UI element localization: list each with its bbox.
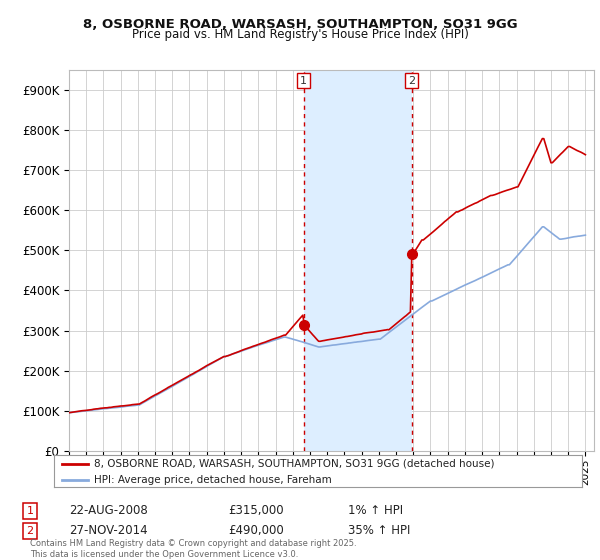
Text: Price paid vs. HM Land Registry's House Price Index (HPI): Price paid vs. HM Land Registry's House … bbox=[131, 28, 469, 41]
Text: Contains HM Land Registry data © Crown copyright and database right 2025.
This d: Contains HM Land Registry data © Crown c… bbox=[30, 539, 356, 559]
Text: 1% ↑ HPI: 1% ↑ HPI bbox=[348, 504, 403, 517]
Text: 2: 2 bbox=[26, 526, 34, 536]
Text: 35% ↑ HPI: 35% ↑ HPI bbox=[348, 524, 410, 538]
Text: 2: 2 bbox=[408, 76, 415, 86]
Text: 1: 1 bbox=[26, 506, 34, 516]
Text: 1: 1 bbox=[300, 76, 307, 86]
Text: 27-NOV-2014: 27-NOV-2014 bbox=[69, 524, 148, 538]
Text: 8, OSBORNE ROAD, WARSASH, SOUTHAMPTON, SO31 9GG (detached house): 8, OSBORNE ROAD, WARSASH, SOUTHAMPTON, S… bbox=[94, 459, 494, 469]
Text: £490,000: £490,000 bbox=[228, 524, 284, 538]
Bar bbox=[304, 70, 412, 451]
Text: £315,000: £315,000 bbox=[228, 504, 284, 517]
Text: 22-AUG-2008: 22-AUG-2008 bbox=[69, 504, 148, 517]
Text: 8, OSBORNE ROAD, WARSASH, SOUTHAMPTON, SO31 9GG: 8, OSBORNE ROAD, WARSASH, SOUTHAMPTON, S… bbox=[83, 18, 517, 31]
Text: HPI: Average price, detached house, Fareham: HPI: Average price, detached house, Fare… bbox=[94, 475, 331, 485]
